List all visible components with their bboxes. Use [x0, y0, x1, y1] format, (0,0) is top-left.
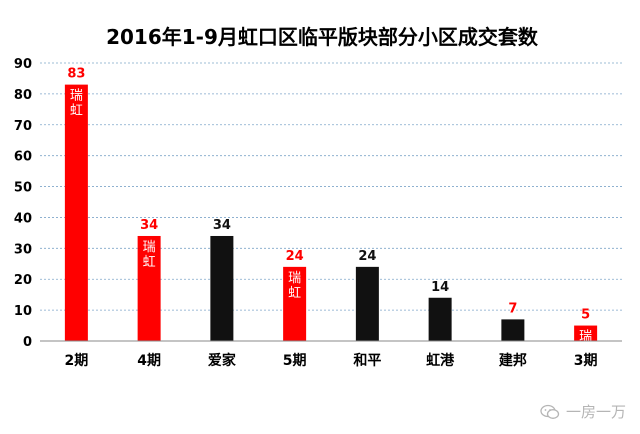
bar-value-label: 34: [140, 218, 158, 233]
bar-value-label: 34: [213, 218, 231, 233]
bar-value-label: 7: [508, 301, 517, 316]
bar-inner-label: 虹: [143, 255, 156, 270]
y-tick-label: 90: [14, 57, 32, 72]
bar-inner-label: 瑞: [70, 89, 83, 104]
y-tick-label: 0: [23, 335, 32, 350]
x-tick-label: 和平: [353, 353, 381, 369]
watermark-text: 一房一万: [565, 403, 626, 421]
y-tick-label: 50: [14, 181, 32, 196]
x-axis-labels: 2期 4期 爱家 5期 和平 虹港 建邦 3期: [65, 352, 598, 369]
y-tick-label: 60: [14, 150, 32, 165]
x-tick-label: 5期: [283, 353, 307, 369]
bar: [283, 266, 307, 341]
bar-inner-label: 瑞: [143, 240, 156, 255]
x-tick-label: 4期: [137, 353, 161, 369]
y-tick-label: 20: [14, 273, 32, 288]
bar-inner-label: 虹: [70, 104, 83, 119]
bar: [428, 297, 452, 341]
x-tick-label: 虹港: [426, 352, 455, 369]
bar-value-label: 83: [67, 67, 85, 82]
bar-value-label: 24: [358, 249, 376, 264]
x-tick-label: 建邦: [499, 352, 527, 369]
y-tick-label: 70: [14, 119, 32, 134]
grid-lines: [40, 62, 622, 311]
bar: [210, 235, 234, 341]
y-axis-ticks: 0 10 20 30 40 50 60 70 80 90: [14, 57, 32, 350]
x-tick-label: 2期: [65, 353, 89, 369]
bar: [137, 235, 161, 341]
watermark: 一房一万: [540, 401, 626, 422]
bar-inner-label: 瑞: [288, 271, 301, 286]
x-tick-label: 爱家: [208, 352, 237, 369]
wechat-icon: [540, 404, 560, 419]
bar-value-label: 24: [286, 249, 304, 264]
bar: [64, 84, 88, 341]
y-tick-label: 80: [14, 88, 32, 103]
bar-value-label: 5: [581, 308, 590, 323]
bar: [355, 266, 379, 341]
bar: [574, 325, 598, 341]
bar-inner-label: 瑞: [579, 330, 592, 345]
bar-value-label: 14: [431, 280, 449, 295]
bar-inner-label: 虹: [288, 286, 301, 301]
x-tick-label: 3期: [574, 353, 598, 369]
y-tick-label: 40: [14, 211, 32, 226]
y-tick-label: 30: [14, 242, 32, 257]
y-tick-label: 10: [14, 304, 32, 319]
bar: [501, 319, 525, 341]
chart-title: 2016年1-9月虹口区临平版块部分小区成交套数: [106, 25, 539, 49]
